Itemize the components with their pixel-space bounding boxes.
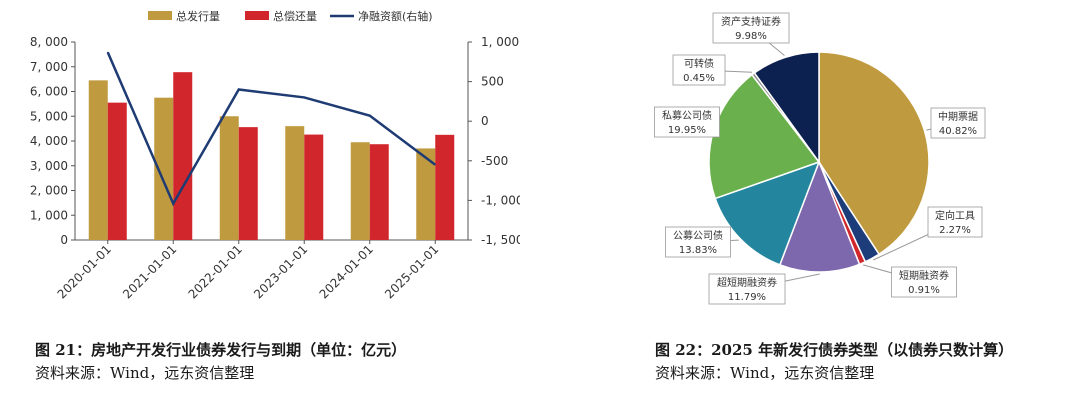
pie-label-name: 定向工具 [935, 209, 975, 222]
net-financing-point [238, 89, 240, 91]
legend-label: 净融资额(右轴) [358, 9, 433, 23]
pie-label-name: 资产支持证券 [721, 15, 781, 28]
right-tick-label: 500 [481, 75, 504, 89]
net-financing-line [106, 51, 436, 207]
x-tick-label: 2025-01-01 [382, 242, 441, 301]
pie-slice [753, 51, 820, 165]
pie-label-box [930, 107, 986, 139]
net-financing-point [172, 203, 174, 205]
x-tick-label: 2021-01-01 [120, 242, 179, 301]
pie-label: 私募公司债 19.95% [654, 106, 720, 138]
pie-label-name: 公募公司债 [673, 229, 723, 242]
bar-repayment [369, 144, 389, 240]
pie-label-value: 0.91% [908, 285, 940, 296]
figure21-caption: 图 21：房地产开发行业债券发行与到期（单位：亿元） [35, 341, 407, 359]
bar-issuance [350, 142, 370, 240]
right-tick-label: -1, 500 [481, 233, 520, 247]
left-tick-label: 5, 000 [30, 109, 68, 123]
right-tick-label: -1, 000 [481, 193, 520, 207]
net-financing-point [434, 164, 436, 166]
bar-issuance [285, 126, 305, 240]
pie-label-name: 短期融资券 [899, 269, 949, 282]
bond-issuance-maturity-chart: 0 1, 000 2, 000 3, 000 4, 000 5, 000 6, 000 7, … [30, 9, 520, 301]
net-financing-point [369, 115, 371, 117]
pie-slice [714, 160, 821, 266]
left-tick-label: 8, 000 [30, 35, 68, 49]
x-tick-label: 2024-01-01 [317, 242, 376, 301]
pie-label-value: 11.79% [728, 292, 766, 303]
pie-label-box [665, 226, 731, 258]
x-tick-label: 2020-01-01 [55, 242, 114, 301]
bar-repayment [435, 134, 455, 240]
pie-label-value: 9.98% [735, 31, 767, 42]
pie-label: 资产支持证券 9.98% [712, 12, 790, 44]
figure22-source: 资料来源：Wind，远东资信整理 [655, 364, 875, 382]
x-tick-label: 2023-01-01 [251, 242, 310, 301]
right-tick-label: -500 [481, 154, 508, 168]
bar-issuance [219, 116, 239, 240]
left-tick-label: 7, 000 [30, 60, 68, 74]
left-tick-label: 0 [60, 233, 68, 247]
pie-label-name: 中期票据 [938, 110, 978, 123]
pie-label-value: 40.82% [939, 126, 977, 137]
pie-label-value: 0.45% [683, 73, 715, 84]
bar-issuance [154, 97, 174, 240]
pie-label-name: 私募公司债 [662, 109, 712, 122]
pie-label-value: 2.27% [939, 225, 971, 236]
pie-label-box [654, 106, 720, 138]
left-tick-label: 3, 000 [30, 159, 68, 173]
left-tick-label: 6, 000 [30, 85, 68, 99]
pie-label-box [708, 273, 786, 305]
pie-label-value: 13.83% [679, 245, 717, 256]
pie-slice [778, 159, 861, 273]
x-tick-label: 2022-01-01 [186, 242, 245, 301]
pie-label: 短期融资券 0.91% [891, 266, 957, 298]
legend-swatch [148, 11, 172, 20]
pie-label-name: 可转债 [684, 57, 714, 70]
left-tick-label: 2, 000 [30, 184, 68, 198]
pie-label-box [891, 266, 957, 298]
pie-label-value: 19.95% [668, 125, 706, 136]
bar-repayment [304, 134, 324, 240]
net-financing-point [107, 51, 109, 53]
bar-repayment [238, 127, 258, 240]
net-financing-point [303, 96, 305, 98]
left-tick-label: 1, 000 [30, 208, 68, 222]
right-tick-label: 1, 000 [481, 35, 519, 49]
pie-label-box [927, 206, 983, 238]
pie-label: 定向工具 2.27% [927, 206, 983, 238]
bar-issuance [88, 80, 108, 240]
bar-issuance [416, 148, 436, 240]
pie-label: 超短期融资券 11.79% [708, 273, 786, 305]
pie-label: 可转债 0.45% [672, 54, 726, 86]
legend-label: 总偿还量 [273, 9, 317, 23]
bar-repayment [173, 72, 193, 240]
pie-label: 中期票据 40.82% [930, 107, 986, 139]
figure22-caption: 图 22：2025 年新发行债券类型（以债券只数计算） [655, 341, 1014, 359]
bar-repayment [107, 102, 127, 240]
new-bond-type-pie-chart: 中期票据 40.82% 定向工具 2.27% 短期融资券 0.91% 超短期融资券 11.79… [654, 12, 986, 305]
left-tick-label: 4, 000 [30, 134, 68, 148]
legend-swatch [245, 11, 269, 20]
pie-label: 公募公司债 13.83% [665, 226, 731, 258]
pie-label-box [672, 54, 726, 86]
pie-label-box [712, 12, 790, 44]
legend-label: 总发行量 [176, 9, 220, 23]
pie-label-name: 超短期融资券 [717, 276, 777, 289]
right-tick-label: 0 [481, 114, 489, 128]
figure21-source: 资料来源：Wind，远东资信整理 [35, 364, 255, 382]
